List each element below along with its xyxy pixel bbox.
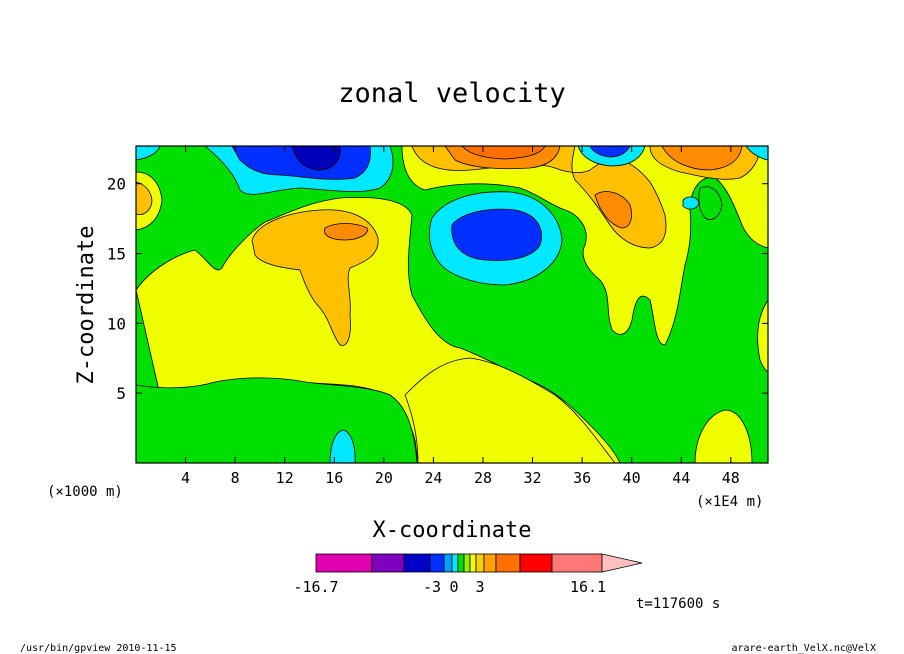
- y-axis-label: Z-coordinate: [74, 226, 99, 385]
- region-cyan-bottom: [329, 429, 356, 463]
- y-tick-label: 10: [107, 314, 126, 333]
- x-tick-label: 8: [231, 469, 240, 487]
- region-yellow-top-right: [401, 146, 768, 346]
- colorbar-segment: [495, 553, 521, 573]
- colorbar-segment: [551, 553, 603, 573]
- y-axis: 5 10 15 20: [107, 175, 768, 403]
- plot-frame: [135, 145, 769, 464]
- region-orange-mid-right: [594, 191, 632, 229]
- x-tick-label: 28: [474, 469, 492, 487]
- x-unit-right: (×1E4 m): [696, 494, 763, 510]
- colorbar-tick-label: 0: [449, 578, 458, 596]
- time-label: t=117600 s: [636, 596, 720, 612]
- y-tick-label: 5: [116, 384, 126, 403]
- x-tick-label: 40: [623, 469, 641, 487]
- colorbar-tick-label: -3: [423, 578, 441, 596]
- x-tick-label: 4: [181, 469, 190, 487]
- colorbar-segment: [429, 553, 445, 573]
- colorbar-segment: [315, 553, 373, 573]
- chart-title: zonal velocity: [338, 78, 566, 109]
- region-orange-upper-left: [136, 181, 153, 215]
- colorbar-labels: -16.7 -3 0 3 16.1: [293, 578, 606, 596]
- x-tick-label: 24: [424, 469, 442, 487]
- colorbar-tick-label: -16.7: [293, 578, 338, 596]
- colorbar-segment: [483, 553, 497, 573]
- x-axis: 4 8 12 16 20 24 28 32 36 40 44 48: [181, 146, 740, 487]
- region-yellow-tongue: [404, 357, 616, 463]
- region-cyan-top-right-edge: [745, 146, 768, 161]
- region-orange-center: [324, 223, 368, 241]
- y-tick-label: 20: [107, 175, 126, 194]
- x-tick-label: 32: [524, 469, 542, 487]
- colorbar-tick-label: 16.1: [570, 578, 606, 596]
- x-tick-label: 44: [672, 469, 690, 487]
- colorbar-segment: [371, 553, 405, 573]
- x-tick-label: 16: [325, 469, 343, 487]
- x-axis-label: X-coordinate: [373, 518, 532, 543]
- x-unit-left: (×1000 m): [47, 484, 123, 500]
- region-yellow-bottom-right: [694, 409, 753, 463]
- colorbar-tick-label: 3: [475, 578, 484, 596]
- footer-right: arare-earth_VelX.nc@VelX: [732, 643, 877, 654]
- y-tick-label: 15: [107, 245, 126, 264]
- region-darkblue-top-left: [291, 146, 341, 171]
- footer-left: /usr/bin/gpview 2010-11-15: [20, 643, 177, 654]
- colorbar-segment: [519, 553, 553, 573]
- x-tick-label: 48: [722, 469, 740, 487]
- colorbar-segment: [403, 553, 431, 573]
- x-tick-label: 20: [375, 469, 393, 487]
- x-tick-label: 12: [276, 469, 294, 487]
- colorbar-segment: [463, 553, 471, 573]
- colorbar-segment: [469, 553, 477, 573]
- region-orange-top-right: [661, 146, 743, 171]
- colorbar-segment: [451, 553, 459, 573]
- region-blue-top-right: [589, 146, 631, 158]
- region-blue-center: [451, 208, 542, 261]
- region-light-orange-center: [251, 209, 379, 346]
- colorbar-segment: [443, 553, 453, 573]
- contour-field: [136, 146, 768, 463]
- colorbar: [315, 553, 643, 573]
- x-tick-label: 36: [573, 469, 591, 487]
- region-green-band: [136, 377, 418, 463]
- colorbar-segment: [457, 553, 465, 573]
- colorbar-segment: [475, 553, 485, 573]
- region-cyan-small-right: [682, 196, 700, 210]
- colorbar-arrow: [601, 553, 643, 573]
